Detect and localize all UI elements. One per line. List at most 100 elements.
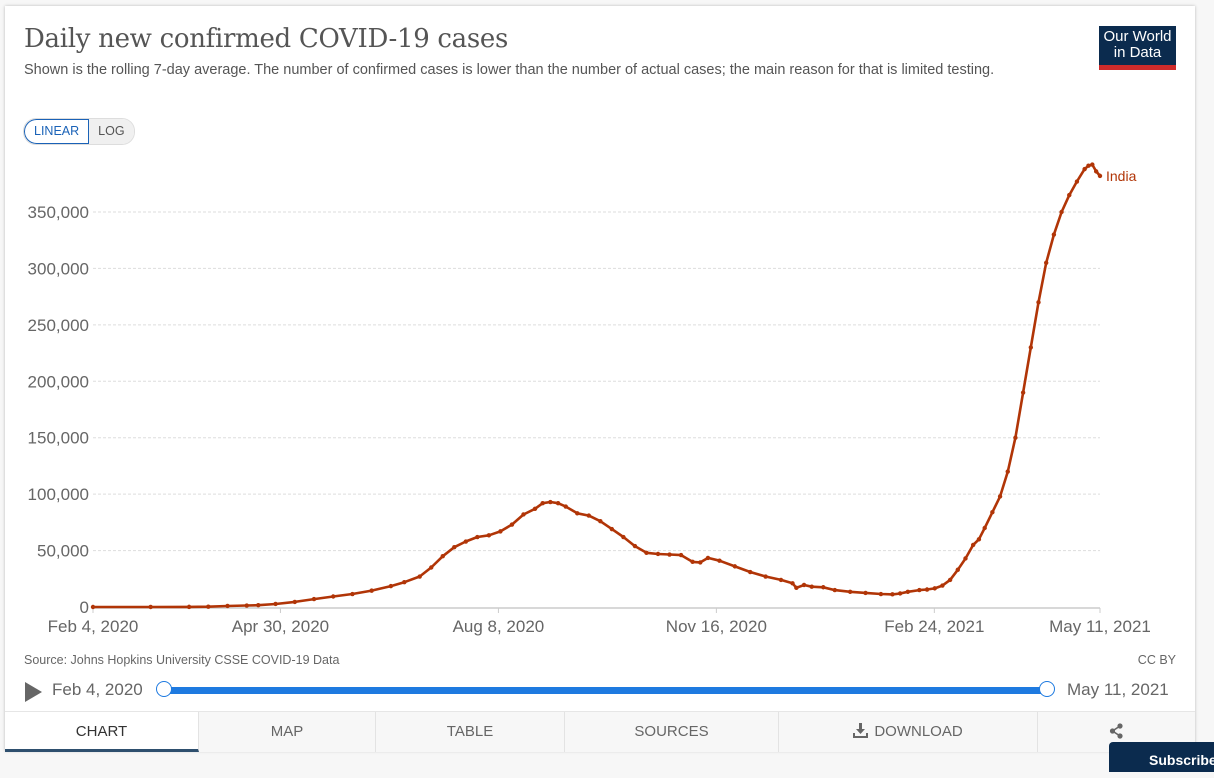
data-point[interactable] bbox=[440, 554, 445, 559]
data-point[interactable] bbox=[575, 511, 580, 516]
data-point[interactable] bbox=[1067, 192, 1072, 198]
data-point[interactable] bbox=[940, 583, 945, 588]
data-point[interactable] bbox=[832, 587, 837, 593]
data-point[interactable] bbox=[690, 559, 695, 565]
data-point[interactable] bbox=[644, 550, 649, 556]
data-point[interactable] bbox=[801, 582, 807, 588]
data-point[interactable] bbox=[748, 569, 753, 575]
data-point[interactable] bbox=[256, 602, 261, 608]
data-point[interactable] bbox=[206, 604, 211, 609]
data-point[interactable] bbox=[369, 588, 374, 593]
data-point[interactable] bbox=[821, 585, 826, 590]
subscribe-button[interactable]: Subscribe bbox=[1109, 742, 1214, 772]
data-point[interactable] bbox=[621, 534, 626, 540]
data-point[interactable] bbox=[976, 537, 982, 542]
data-point[interactable] bbox=[292, 599, 297, 605]
data-point[interactable] bbox=[1082, 166, 1087, 172]
data-point[interactable] bbox=[417, 574, 422, 579]
series-line[interactable] bbox=[93, 163, 1101, 609]
data-point[interactable] bbox=[148, 604, 153, 610]
data-point[interactable] bbox=[732, 564, 738, 569]
data-point[interactable] bbox=[1028, 345, 1034, 350]
data-point[interactable] bbox=[388, 583, 394, 589]
tab-download[interactable]: DOWNLOAD bbox=[779, 712, 1038, 752]
data-point[interactable] bbox=[790, 581, 795, 586]
data-point[interactable] bbox=[244, 603, 249, 608]
data-point[interactable] bbox=[498, 529, 503, 534]
data-point[interactable] bbox=[932, 586, 937, 591]
data-point[interactable] bbox=[331, 594, 336, 599]
tab-table[interactable]: TABLE bbox=[376, 712, 565, 752]
data-point[interactable] bbox=[678, 552, 684, 558]
data-point[interactable] bbox=[632, 543, 638, 549]
tab-map[interactable]: MAP bbox=[199, 712, 376, 752]
line-chart[interactable]: 0 50,000 100,000 150,000 200,000 250,000 300,0… bbox=[5, 6, 1195, 646]
data-point[interactable] bbox=[452, 544, 457, 550]
data-point[interactable] bbox=[809, 584, 814, 589]
data-point[interactable] bbox=[273, 601, 278, 607]
log-scale-button[interactable]: LOG bbox=[89, 119, 134, 144]
data-point[interactable] bbox=[990, 510, 995, 515]
data-point[interactable] bbox=[890, 592, 895, 597]
data-point[interactable] bbox=[997, 494, 1003, 499]
tab-sources[interactable]: SOURCES bbox=[565, 712, 779, 752]
owid-logo[interactable]: Our World in Data bbox=[1099, 26, 1176, 70]
data-point[interactable] bbox=[717, 558, 722, 563]
data-point[interactable] bbox=[475, 534, 480, 540]
data-point[interactable] bbox=[1093, 169, 1099, 174]
share-button[interactable] bbox=[1038, 712, 1195, 752]
data-point[interactable] bbox=[486, 533, 492, 538]
data-point[interactable] bbox=[509, 522, 515, 527]
timeline-end-handle[interactable] bbox=[1039, 681, 1055, 697]
data-point[interactable] bbox=[955, 567, 960, 572]
data-point[interactable] bbox=[311, 596, 317, 602]
data-point[interactable] bbox=[698, 560, 703, 565]
data-point[interactable] bbox=[1013, 435, 1018, 440]
data-point[interactable] bbox=[532, 506, 538, 512]
data-point[interactable] bbox=[667, 552, 672, 557]
data-point[interactable] bbox=[609, 526, 615, 532]
data-point[interactable] bbox=[897, 591, 903, 596]
data-point[interactable] bbox=[878, 591, 884, 597]
data-point[interactable] bbox=[963, 556, 968, 561]
data-point[interactable] bbox=[429, 565, 434, 570]
data-point[interactable] bbox=[905, 589, 911, 594]
data-point[interactable] bbox=[598, 519, 603, 524]
series-label-india[interactable]: India bbox=[1106, 168, 1137, 184]
data-point[interactable] bbox=[402, 579, 407, 585]
data-point[interactable] bbox=[917, 587, 922, 593]
data-point[interactable] bbox=[1090, 162, 1095, 167]
data-point[interactable] bbox=[563, 504, 568, 509]
data-point[interactable] bbox=[778, 577, 784, 583]
data-point[interactable] bbox=[186, 604, 192, 610]
data-point[interactable] bbox=[982, 525, 987, 531]
data-point[interactable] bbox=[970, 542, 976, 548]
data-point[interactable] bbox=[1059, 209, 1064, 215]
data-point[interactable] bbox=[90, 604, 96, 610]
data-point[interactable] bbox=[863, 590, 868, 596]
data-point[interactable] bbox=[1074, 179, 1080, 184]
data-point[interactable] bbox=[763, 574, 768, 579]
data-point[interactable] bbox=[1097, 173, 1103, 179]
data-point[interactable] bbox=[794, 585, 799, 591]
data-point[interactable] bbox=[548, 499, 553, 505]
data-point[interactable] bbox=[225, 603, 230, 609]
data-point[interactable] bbox=[540, 500, 545, 506]
data-point[interactable] bbox=[521, 512, 526, 517]
play-icon[interactable] bbox=[25, 682, 42, 702]
data-point[interactable] bbox=[1005, 469, 1010, 474]
data-point[interactable] bbox=[705, 555, 711, 561]
data-point[interactable] bbox=[1086, 163, 1091, 168]
source-note[interactable]: Source: Johns Hopkins University CSSE CO… bbox=[24, 653, 340, 667]
tab-chart[interactable]: CHART bbox=[5, 712, 199, 752]
data-point[interactable] bbox=[555, 500, 561, 506]
data-point[interactable] bbox=[1020, 390, 1026, 395]
series-india[interactable]: India bbox=[90, 162, 1137, 610]
timeline-start-handle[interactable] bbox=[156, 681, 172, 697]
data-point[interactable] bbox=[350, 591, 355, 597]
data-point[interactable] bbox=[847, 589, 853, 594]
timeline-track[interactable] bbox=[164, 687, 1047, 694]
data-point[interactable] bbox=[1043, 260, 1049, 265]
data-point[interactable] bbox=[655, 551, 661, 557]
data-point[interactable] bbox=[463, 539, 469, 544]
